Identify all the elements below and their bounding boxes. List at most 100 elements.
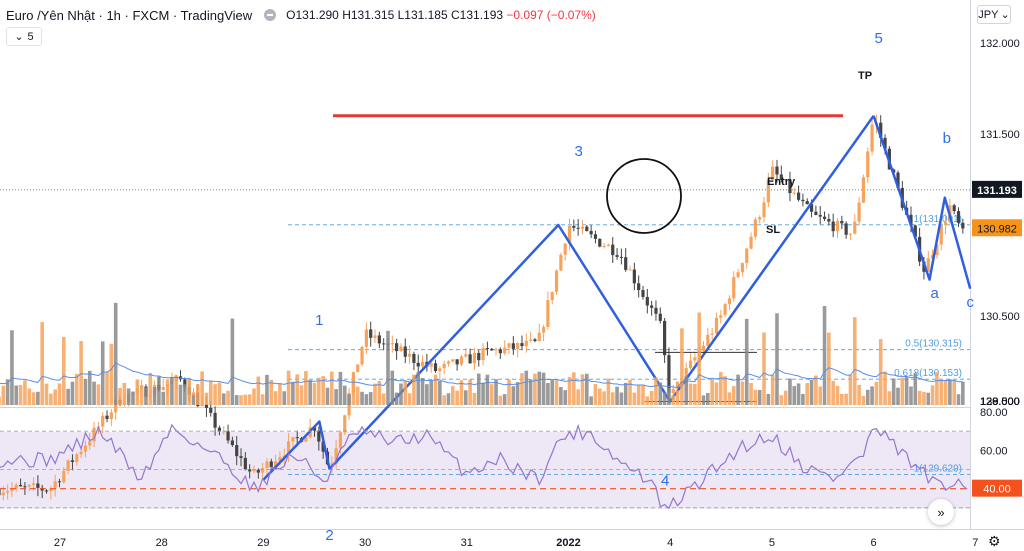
scroll-to-realtime-button[interactable]: » xyxy=(928,499,954,525)
candle-body xyxy=(879,122,883,138)
candle-body xyxy=(252,469,256,472)
candle-body xyxy=(481,348,485,361)
volume-bar xyxy=(472,392,477,405)
volume-bar xyxy=(165,379,170,405)
volume-bar xyxy=(554,380,559,405)
candle-body xyxy=(896,172,900,188)
volume-bar xyxy=(770,374,775,405)
candle-body xyxy=(317,430,321,442)
volume-bar xyxy=(723,376,727,405)
volume-bar xyxy=(463,390,468,405)
volume-bar xyxy=(425,384,429,405)
volume-bar xyxy=(282,391,287,405)
volume-bar xyxy=(546,383,550,405)
volume-bar xyxy=(170,376,174,405)
volume-bar xyxy=(148,372,153,405)
last-price-badge xyxy=(972,180,1022,198)
volume-bar xyxy=(844,393,848,405)
volume-bar xyxy=(113,302,118,405)
time-tick-label: 29 xyxy=(257,537,269,549)
hide-legend-icon[interactable] xyxy=(264,9,277,21)
volume-bar xyxy=(507,379,511,405)
candle-body xyxy=(753,219,757,237)
volume-bar xyxy=(641,384,645,405)
volume-bar xyxy=(675,390,680,405)
candle-body xyxy=(416,362,420,367)
candle-body xyxy=(814,211,818,215)
currency-selector[interactable]: JPY ⌄ xyxy=(977,5,1011,24)
volume-bar xyxy=(883,371,887,405)
candle-body xyxy=(554,270,559,292)
volume-bar xyxy=(286,370,291,405)
candle-body xyxy=(706,334,710,346)
volume-bar xyxy=(23,380,27,405)
candle-body xyxy=(641,290,645,297)
candle-body xyxy=(503,347,507,354)
candle-body xyxy=(684,368,688,383)
candle-body xyxy=(827,218,831,222)
candle-body xyxy=(727,298,732,305)
volume-bar xyxy=(520,373,524,405)
volume-bar xyxy=(92,381,96,405)
volume-bar xyxy=(178,384,183,405)
volume-bar xyxy=(948,379,952,405)
candle-body xyxy=(274,461,278,468)
time-tick-label: 27 xyxy=(54,537,66,549)
candle-body xyxy=(485,348,489,350)
candle-body xyxy=(373,335,377,338)
candle-body xyxy=(66,460,70,471)
volume-bar xyxy=(234,395,239,405)
volume-bar xyxy=(710,379,714,405)
candle-body xyxy=(784,179,788,181)
candle-body xyxy=(239,456,243,458)
sl-label: SL xyxy=(766,224,780,236)
indicators-toggle-button[interactable]: ⌄ 5 xyxy=(6,27,42,46)
volume-bar xyxy=(342,385,347,405)
candle-body xyxy=(222,431,226,433)
volume-bar xyxy=(351,380,356,405)
volume-bar xyxy=(403,380,408,405)
candle-body xyxy=(256,469,260,473)
volume-bar xyxy=(623,382,628,405)
candle-body xyxy=(79,451,83,455)
candle-body xyxy=(464,354,468,357)
volume-bar xyxy=(766,393,771,405)
time-tick-label: 30 xyxy=(359,537,371,549)
volume-bar xyxy=(693,383,697,405)
price-tick-label: 129.500 xyxy=(980,396,1020,408)
volume-bar xyxy=(256,376,261,405)
candle-body xyxy=(321,441,325,452)
volume-bar xyxy=(191,395,196,405)
volume-bar xyxy=(338,371,343,405)
candle-body xyxy=(913,225,917,237)
candle-body xyxy=(740,263,745,273)
candle-body xyxy=(723,304,727,316)
symbol-title[interactable]: Euro /Yên Nhật · 1h · FXCM · TradingView xyxy=(6,7,253,23)
volume-bar xyxy=(757,389,762,405)
candle-body xyxy=(105,415,109,419)
volume-bar xyxy=(118,388,122,405)
volume-bar xyxy=(671,395,676,405)
volume-bar xyxy=(662,392,667,405)
volume-bar xyxy=(31,392,36,405)
candle-body xyxy=(831,221,835,232)
candle-body xyxy=(442,363,446,369)
volume-bar xyxy=(57,383,62,405)
candle-body xyxy=(226,431,230,441)
candle-body xyxy=(598,238,602,247)
volume-bar xyxy=(429,380,434,405)
candle-body xyxy=(943,222,948,226)
gear-icon[interactable]: ⚙ xyxy=(988,533,1001,549)
volume-bar xyxy=(355,386,360,405)
candle-body xyxy=(693,357,697,361)
volume-bar xyxy=(412,374,416,405)
fib-level-label: 1(129.629) xyxy=(914,464,962,475)
candle-body xyxy=(109,412,113,419)
volume-bar xyxy=(390,370,395,405)
candle-body xyxy=(0,488,1,496)
candle-body xyxy=(667,355,671,394)
volume-bar xyxy=(697,312,701,405)
volume-bar xyxy=(718,372,723,405)
volume-bar xyxy=(230,318,235,405)
